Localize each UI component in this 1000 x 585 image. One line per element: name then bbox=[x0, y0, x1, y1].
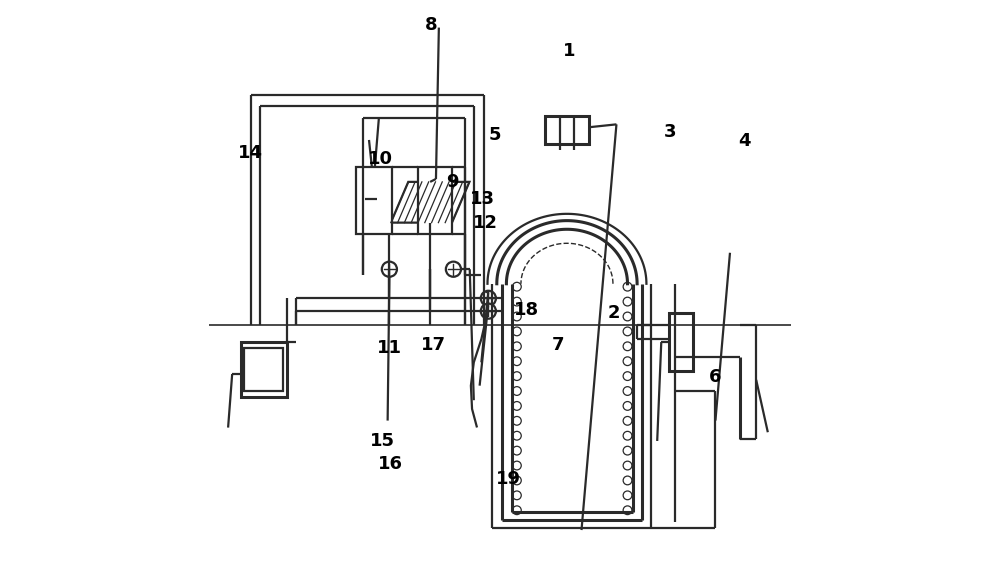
Text: 15: 15 bbox=[370, 432, 395, 450]
Text: 9: 9 bbox=[446, 173, 459, 191]
Text: 14: 14 bbox=[238, 144, 263, 162]
Circle shape bbox=[446, 261, 461, 277]
Text: 12: 12 bbox=[473, 214, 498, 232]
Text: 11: 11 bbox=[377, 339, 402, 357]
Text: 16: 16 bbox=[378, 455, 403, 473]
Text: 5: 5 bbox=[489, 126, 502, 144]
Text: 10: 10 bbox=[368, 150, 393, 167]
Bar bbox=[241, 342, 287, 397]
Bar bbox=[244, 348, 283, 391]
Text: 3: 3 bbox=[664, 123, 676, 142]
Bar bbox=[418, 167, 452, 234]
Bar bbox=[356, 167, 392, 234]
Text: 1: 1 bbox=[562, 42, 575, 60]
Text: 7: 7 bbox=[552, 336, 564, 354]
Text: 18: 18 bbox=[514, 301, 539, 319]
Circle shape bbox=[382, 261, 397, 277]
Bar bbox=[669, 313, 693, 371]
Text: 17: 17 bbox=[421, 336, 446, 354]
Circle shape bbox=[481, 291, 496, 306]
Text: 4: 4 bbox=[738, 132, 751, 150]
Text: 8: 8 bbox=[425, 16, 438, 34]
Text: 6: 6 bbox=[709, 368, 722, 386]
Bar bbox=[545, 116, 589, 144]
Polygon shape bbox=[391, 182, 469, 223]
Text: 2: 2 bbox=[607, 304, 620, 322]
Text: 19: 19 bbox=[496, 470, 521, 488]
Text: 13: 13 bbox=[470, 190, 495, 208]
Circle shape bbox=[481, 304, 496, 319]
